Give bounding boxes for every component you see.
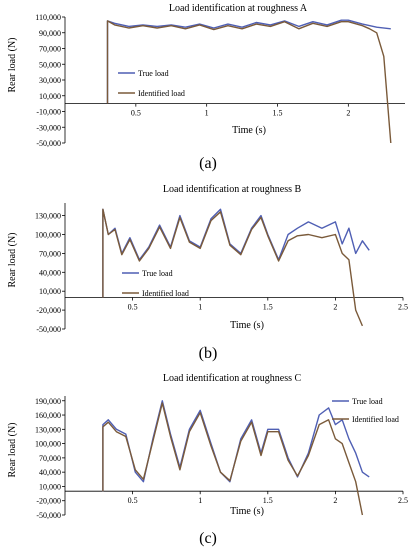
- chart-panel-c: Load identification at roughness C Rear …: [7, 373, 408, 547]
- y-tick-label: 190,000: [35, 397, 61, 406]
- series-line-identified-load: [102, 402, 364, 516]
- x-tick-label: 0.5: [128, 303, 138, 312]
- x-axis-label: Time (s): [232, 125, 266, 136]
- x-tick-label: 0.5: [128, 496, 138, 505]
- legend-label: Identified load: [138, 89, 185, 98]
- x-tick-label: 0.5: [131, 109, 141, 118]
- x-tick-label: 2: [333, 303, 337, 312]
- chart-panel-b: Load identification at roughness B Rear …: [7, 184, 408, 362]
- legend-label: True load: [138, 69, 169, 78]
- panel-label: (c): [199, 530, 217, 547]
- y-axis-label: Rear load (N): [7, 38, 18, 93]
- y-tick-label: -50,000: [36, 325, 61, 334]
- legend-label: Identified load: [352, 415, 399, 424]
- legend-label: True load: [352, 397, 383, 406]
- y-tick-label: 40,000: [39, 268, 61, 277]
- y-tick-label: 10,000: [39, 482, 61, 491]
- x-tick-label: 1.5: [263, 303, 273, 312]
- x-tick-label: 1.5: [263, 496, 273, 505]
- y-tick-label: 90,000: [39, 29, 61, 38]
- x-tick-label: 2.5: [398, 303, 408, 312]
- y-axis-label: Rear load (N): [7, 423, 18, 478]
- y-tick-label: 100,000: [35, 440, 61, 449]
- series-line-true-load: [102, 208, 370, 298]
- legend-label: True load: [142, 269, 173, 278]
- y-tick-label: 40,000: [39, 468, 61, 477]
- y-tick-label: -50,000: [36, 511, 61, 520]
- chart-panel-a: Load identification at roughness A Rear …: [7, 3, 405, 172]
- y-tick-label: -20,000: [36, 306, 61, 315]
- x-tick-label: 2: [333, 496, 337, 505]
- y-tick-label: 70,000: [39, 249, 61, 258]
- y-tick-label: 10,000: [39, 92, 61, 101]
- x-axis-label: Time (s): [230, 320, 264, 331]
- x-tick-label: 2.5: [398, 496, 408, 505]
- panel-label: (b): [199, 345, 218, 362]
- y-tick-label: 130,000: [35, 212, 61, 221]
- x-tick-label: 1: [205, 109, 209, 118]
- legend-label: Identified load: [142, 289, 189, 298]
- x-tick-label: 1: [198, 303, 202, 312]
- series-line-true-load: [106, 19, 391, 104]
- y-tick-label: 130,000: [35, 425, 61, 434]
- y-tick-label: 100,000: [35, 231, 61, 240]
- y-tick-label: 50,000: [39, 60, 61, 69]
- y-tick-label: 30,000: [39, 76, 61, 85]
- x-tick-label: 2: [346, 109, 350, 118]
- y-tick-label: -30,000: [36, 123, 61, 132]
- chart-title: Load identification at roughness A: [169, 3, 308, 14]
- y-tick-label: -20,000: [36, 497, 61, 506]
- y-tick-label: 70,000: [39, 454, 61, 463]
- y-tick-label: -10,000: [36, 108, 61, 117]
- y-tick-label: 70,000: [39, 45, 61, 54]
- series-line-identified-load: [102, 208, 364, 327]
- x-tick-label: 1.5: [273, 109, 283, 118]
- x-axis-label: Time (s): [230, 506, 264, 517]
- series-line-identified-load: [106, 20, 392, 144]
- y-axis-label: Rear load (N): [7, 233, 18, 288]
- y-tick-label: 10,000: [39, 287, 61, 296]
- y-tick-label: 160,000: [35, 411, 61, 420]
- y-tick-label: 110,000: [35, 13, 61, 22]
- y-tick-label: -50,000: [36, 139, 61, 148]
- x-tick-label: 1: [198, 496, 202, 505]
- panel-label: (a): [199, 155, 217, 172]
- chart-title: Load identification at roughness B: [163, 184, 302, 195]
- chart-title: Load identification at roughness C: [163, 373, 302, 384]
